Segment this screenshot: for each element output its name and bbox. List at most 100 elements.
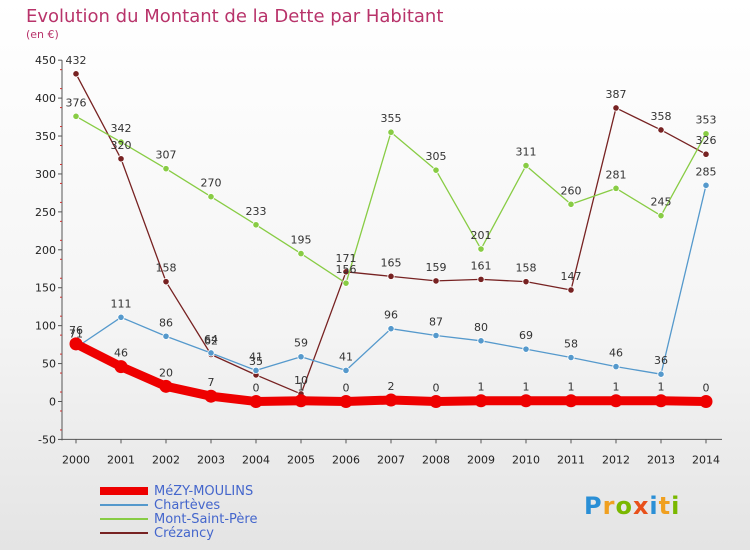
data-label: 58 xyxy=(564,338,578,351)
y-tick-label: 200 xyxy=(35,244,56,257)
data-point xyxy=(384,393,398,407)
data-point xyxy=(432,277,440,285)
data-point xyxy=(567,353,575,362)
data-point xyxy=(162,332,170,340)
data-label: 376 xyxy=(66,96,87,109)
legend-swatch xyxy=(100,504,148,506)
data-point xyxy=(474,394,488,408)
data-label: 41 xyxy=(339,350,353,363)
data-point xyxy=(432,331,440,340)
data-label: 260 xyxy=(561,184,582,197)
data-label: 0 xyxy=(253,382,260,395)
x-tick-label: 2014 xyxy=(692,453,720,466)
data-point xyxy=(657,212,665,220)
data-label: 245 xyxy=(651,196,672,209)
data-label: 432 xyxy=(66,54,87,67)
data-label: 41 xyxy=(249,350,263,363)
legend-label: Chartèves xyxy=(154,497,221,513)
data-label: 71 xyxy=(69,328,83,341)
chart-unit-label: (en €) xyxy=(26,28,59,41)
data-point xyxy=(609,394,623,408)
data-point xyxy=(612,104,620,112)
data-label: 10 xyxy=(294,374,308,387)
data-label: 86 xyxy=(159,316,173,329)
data-label: 7 xyxy=(208,376,215,389)
legend-swatch xyxy=(100,532,148,534)
y-tick-label: 100 xyxy=(35,320,56,333)
data-point xyxy=(114,360,128,374)
data-label: 1 xyxy=(658,381,665,394)
data-point xyxy=(162,165,170,173)
data-point xyxy=(207,349,215,357)
data-label: 311 xyxy=(516,146,537,159)
data-point xyxy=(567,200,575,208)
data-label: 285 xyxy=(696,165,717,178)
proxiti-logo: Proxiti xyxy=(584,492,680,520)
chart-title: Evolution du Montant de la Dette par Hab… xyxy=(26,6,444,27)
data-point xyxy=(519,394,533,408)
logo-letter: P xyxy=(584,492,603,520)
y-tick-label: 0 xyxy=(49,396,56,409)
data-point xyxy=(522,345,530,353)
data-label: 161 xyxy=(471,259,492,272)
data-label: 171 xyxy=(336,252,357,265)
y-tick-label: -50 xyxy=(38,433,56,446)
x-tick-label: 2012 xyxy=(602,453,630,466)
x-tick-label: 2009 xyxy=(467,453,495,466)
data-label: 1 xyxy=(298,381,305,394)
data-point xyxy=(702,150,710,158)
data-point xyxy=(477,245,485,253)
data-point xyxy=(204,389,218,403)
data-point xyxy=(72,70,80,78)
data-point xyxy=(654,394,668,408)
data-label: 165 xyxy=(381,256,402,269)
data-label: 87 xyxy=(429,316,443,329)
data-point xyxy=(297,353,305,361)
x-tick-label: 2010 xyxy=(512,453,540,466)
data-label: 80 xyxy=(474,321,488,334)
y-tick-label: 150 xyxy=(35,282,56,295)
data-point xyxy=(72,112,80,120)
chart-legend: MéZY-MOULINS Chartèves Mont-Saint-Père Créz… xyxy=(100,483,258,541)
data-point xyxy=(207,193,215,201)
data-label: 281 xyxy=(606,168,627,181)
data-point xyxy=(117,138,125,146)
x-tick-label: 2013 xyxy=(647,453,675,466)
data-point xyxy=(387,325,395,333)
data-label: 355 xyxy=(381,112,402,125)
y-tick-label: 250 xyxy=(35,206,56,219)
data-label: 46 xyxy=(114,347,128,360)
data-point xyxy=(702,130,710,138)
y-tick-label: 400 xyxy=(35,92,56,105)
legend-label: MéZY-MOULINS xyxy=(154,483,254,499)
data-point xyxy=(702,181,710,189)
data-point xyxy=(342,279,350,287)
data-label: 35 xyxy=(249,355,263,368)
data-label: 358 xyxy=(651,110,672,123)
data-point xyxy=(297,249,305,258)
data-label: 0 xyxy=(343,382,350,395)
data-label: 0 xyxy=(433,382,440,395)
x-tick-label: 2002 xyxy=(152,453,180,466)
data-point xyxy=(477,275,485,283)
data-point xyxy=(522,162,530,170)
data-point xyxy=(657,126,665,134)
x-tick-label: 2011 xyxy=(557,453,585,466)
data-point xyxy=(477,337,485,345)
data-point xyxy=(162,278,170,286)
data-label: 305 xyxy=(426,150,447,163)
data-point xyxy=(387,128,395,136)
logo-letter: x xyxy=(632,492,650,520)
data-label: 147 xyxy=(561,270,582,283)
legend-swatch xyxy=(100,487,148,495)
data-label: 2 xyxy=(388,380,395,393)
data-label: 20 xyxy=(159,366,173,379)
data-point xyxy=(432,166,440,174)
data-label: 195 xyxy=(291,234,312,247)
legend-item: MéZY-MOULINS xyxy=(100,483,258,499)
data-label: 270 xyxy=(201,177,222,190)
legend-label: Mont-Saint-Père xyxy=(154,511,258,527)
data-label: 307 xyxy=(156,149,177,162)
